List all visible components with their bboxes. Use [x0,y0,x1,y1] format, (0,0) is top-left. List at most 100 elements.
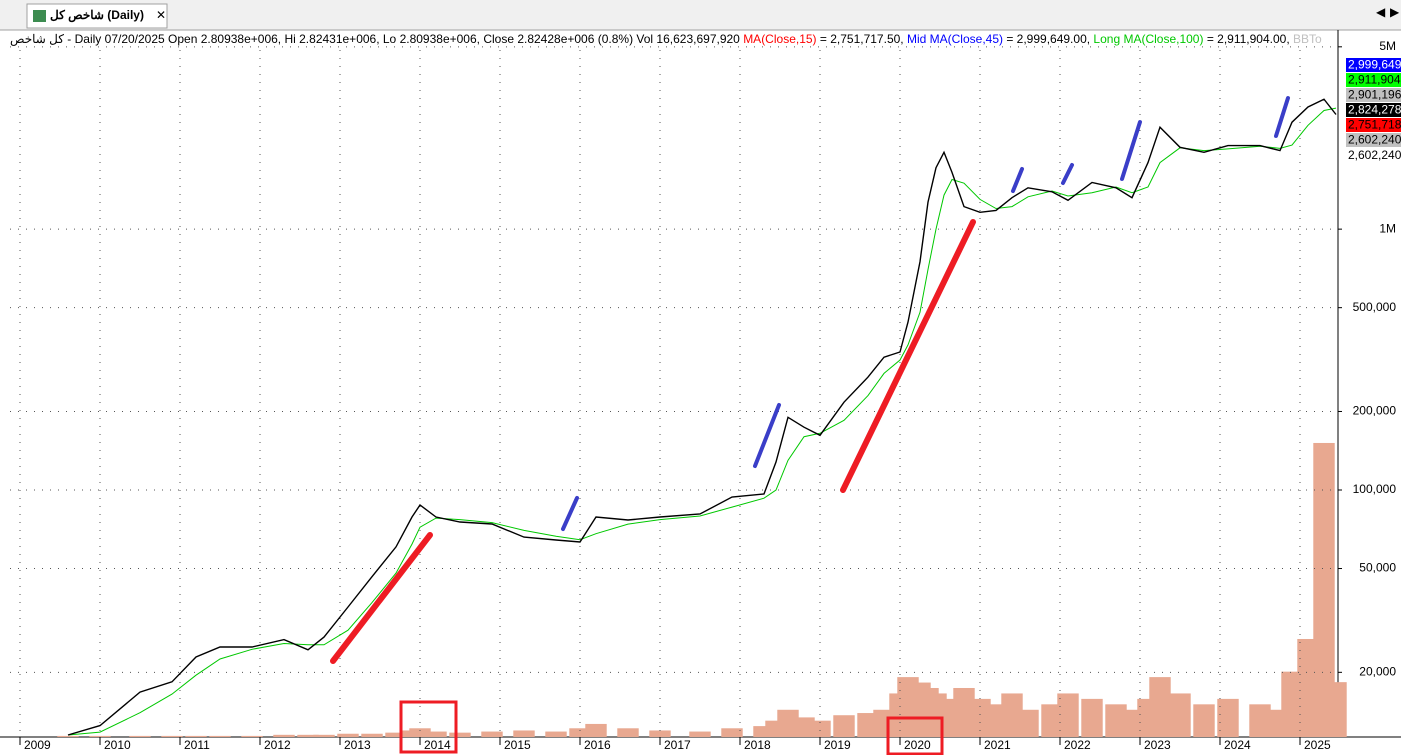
y-tick-label: 20,000 [1359,664,1396,678]
volume-bar [313,734,335,737]
volume-bar [569,728,591,737]
volume-bar [617,728,639,737]
header-segment: = 2,999,649.00, [1003,32,1093,46]
price-label-box [1346,58,1401,72]
tab-scroll-right[interactable]: ▶ [1390,5,1400,19]
volume-bar [1017,709,1039,737]
volume-bar [385,732,407,737]
x-tick-label: 2022 [1064,738,1091,752]
x-tick-label: 2010 [104,738,131,752]
y-tick-label: 1M [1379,221,1396,235]
x-tick-label: 2012 [264,738,291,752]
volume-bar [689,731,711,737]
volume-bar [409,728,431,737]
volume-bar [1169,693,1191,737]
x-tick-label: 2013 [344,738,371,752]
highlight-box [399,700,458,754]
volume-bar [337,733,359,737]
price-label-box [1346,73,1401,87]
header-segment: Mid MA(Close,45) [907,32,1003,46]
trend-line [1274,96,1290,138]
volume-bar [1249,704,1271,737]
price-label: 2,602,240 [1348,133,1401,147]
x-tick-label: 2009 [24,738,51,752]
x-tick-label: 2024 [1224,738,1251,752]
y-tick-label: 200,000 [1353,404,1397,418]
volume-bar [57,735,79,737]
y-tick-label: 500,000 [1353,300,1397,314]
trend-line [1011,167,1024,193]
volume-bar [209,735,231,737]
volume-bar [585,723,607,737]
price-label-box [1346,88,1401,102]
y-tick-label: 50,000 [1359,561,1396,575]
volume-bar [425,731,447,737]
volume-bar [1149,677,1171,737]
tab[interactable] [26,3,168,29]
trend-line [561,496,579,531]
price-note: 2,602,240 [1348,148,1401,162]
x-tick-label: 2020 [904,738,931,752]
header-segment: BBTo [1293,32,1322,46]
trend-line [840,219,976,493]
x-tick-label: 2011 [184,738,210,752]
header-segment: Long MA(Close,100) [1093,32,1203,46]
tab-icon [33,10,46,22]
header-line: کل شاخص - Daily 07/20/2025 Open 2.80938e… [10,32,1322,46]
volume-bar [481,731,503,737]
volume-bar [449,732,471,737]
volume-bar [161,735,183,737]
y-tick-label: 100,000 [1353,482,1397,496]
x-tick-label: 2023 [1144,738,1171,752]
x-tick-label: 2014 [424,738,451,752]
volume-bar [1081,698,1103,737]
header-segment: = 2,911,904.00, [1203,32,1293,46]
volume-bar [361,733,383,737]
volume-bar [649,730,671,737]
x-tick-label: 2016 [584,738,611,752]
x-tick-label: 2017 [664,738,691,752]
price-line [67,107,1337,736]
trend-line [330,532,433,664]
x-tick-label: 2021 [984,738,1011,752]
volume-bar [513,730,535,737]
trend-line [1120,120,1142,181]
price-label-box [1346,133,1401,147]
volume-bar [1193,704,1215,737]
volume-bar [809,720,831,737]
x-tick-label: 2015 [504,738,531,752]
price-label-box [1346,118,1401,132]
volume-bar [297,734,319,737]
volume-bar [1325,682,1347,737]
tab-close[interactable]: ✕ [156,8,166,22]
tab-bar [0,0,1401,30]
volume-bar [89,735,111,737]
price-label: 2,824,278 [1348,103,1401,117]
trend-line [753,403,781,468]
x-tick-label: 2018 [744,738,771,752]
price-label-box [1346,103,1401,117]
tab-scroll-left[interactable]: ◀ [1376,5,1386,19]
header-segment: = 2,751,717.50, [817,32,907,46]
volume-bar [545,731,567,737]
volume-bar [273,734,295,737]
x-tick-label: 2025 [1304,738,1331,752]
volume-bar [1313,442,1335,737]
header-segment: MA(Close,15) [743,32,816,46]
volume-bar [1057,693,1079,737]
volume-bar [753,726,775,737]
trend-line [1061,163,1074,185]
y-tick-label: 5M [1379,39,1396,53]
header-segment: کل شاخص - Daily 07/20/2025 Open 2.80938e… [10,32,743,46]
x-tick-label: 2019 [824,738,851,752]
volume-bar [241,735,263,737]
price-line [67,98,1337,736]
volume-bar [185,735,207,737]
price-label: 2,751,718 [1348,118,1401,132]
annotations [330,96,1290,755]
volume-bar [721,728,743,737]
plot-area [10,46,1347,737]
tab-title: شاخص کل (Daily) [50,8,144,23]
